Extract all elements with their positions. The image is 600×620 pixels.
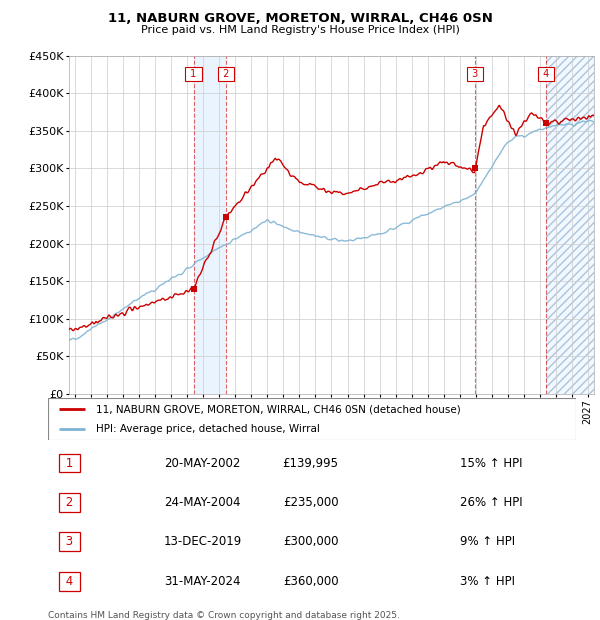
Text: 2: 2 xyxy=(62,496,77,509)
Text: 3: 3 xyxy=(469,69,481,79)
Text: 9% ↑ HPI: 9% ↑ HPI xyxy=(460,536,515,548)
Text: 4: 4 xyxy=(540,69,553,79)
Text: Contains HM Land Registry data © Crown copyright and database right 2025.: Contains HM Land Registry data © Crown c… xyxy=(48,611,400,620)
Bar xyxy=(547,56,594,394)
Text: 26% ↑ HPI: 26% ↑ HPI xyxy=(460,496,523,509)
Text: £300,000: £300,000 xyxy=(283,536,338,548)
Text: 11, NABURN GROVE, MORETON, WIRRAL, CH46 0SN (detached house): 11, NABURN GROVE, MORETON, WIRRAL, CH46 … xyxy=(95,404,460,414)
Text: 20-MAY-2002: 20-MAY-2002 xyxy=(164,456,241,469)
Text: Price paid vs. HM Land Registry's House Price Index (HPI): Price paid vs. HM Land Registry's House … xyxy=(140,25,460,35)
Text: 11, NABURN GROVE, MORETON, WIRRAL, CH46 0SN: 11, NABURN GROVE, MORETON, WIRRAL, CH46 … xyxy=(107,12,493,25)
Text: 2: 2 xyxy=(220,69,232,79)
Text: 1: 1 xyxy=(62,456,77,469)
Text: 3% ↑ HPI: 3% ↑ HPI xyxy=(460,575,515,588)
Text: HPI: Average price, detached house, Wirral: HPI: Average price, detached house, Wirr… xyxy=(95,424,319,434)
Text: 15% ↑ HPI: 15% ↑ HPI xyxy=(460,456,523,469)
Text: 13-DEC-2019: 13-DEC-2019 xyxy=(164,536,242,548)
Text: 31-MAY-2024: 31-MAY-2024 xyxy=(164,575,241,588)
Text: £360,000: £360,000 xyxy=(283,575,338,588)
Text: 4: 4 xyxy=(62,575,77,588)
Text: £235,000: £235,000 xyxy=(283,496,338,509)
Bar xyxy=(194,56,226,394)
Text: 3: 3 xyxy=(62,536,77,548)
Bar xyxy=(547,56,594,394)
Text: 24-MAY-2004: 24-MAY-2004 xyxy=(164,496,241,509)
Text: 1: 1 xyxy=(187,69,200,79)
Text: £139,995: £139,995 xyxy=(283,456,338,469)
